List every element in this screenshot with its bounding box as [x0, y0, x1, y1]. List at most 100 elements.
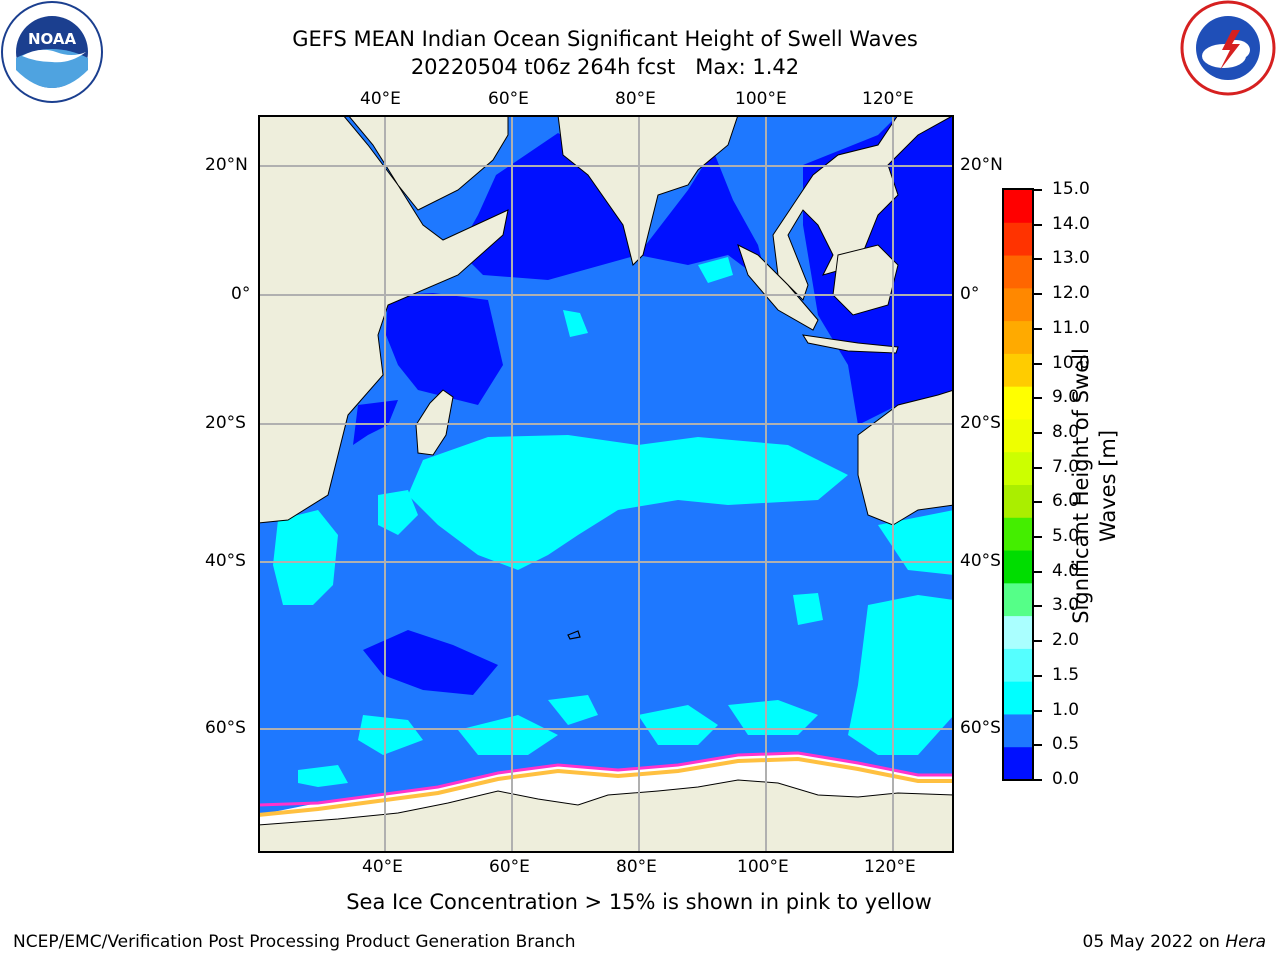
colorbar-tick-label: 9.0 — [1052, 387, 1080, 408]
colorbar-swatch — [1004, 550, 1032, 584]
colorbar-swatch — [1004, 419, 1032, 453]
colorbar-label-line1: Significant Height of Swell — [1069, 348, 1093, 624]
footer-date-text: 05 May 2022 on — [1082, 932, 1226, 952]
footer-host: Hera — [1225, 932, 1266, 952]
map-frame — [258, 115, 954, 853]
lon-label-bottom: 60°E — [489, 857, 530, 877]
colorbar-tick-label: 0.5 — [1052, 734, 1080, 755]
lon-label-top: 120°E — [862, 89, 914, 109]
colorbar-tick-label: 11.0 — [1052, 317, 1090, 338]
lon-label-top: 40°E — [360, 89, 401, 109]
colorbar-swatch — [1004, 321, 1032, 355]
lon-label-top: 80°E — [615, 89, 656, 109]
colorbar-tick-label: 5.0 — [1052, 526, 1080, 547]
colorbar-tick-mark — [1034, 258, 1042, 261]
caption: Sea Ice Concentration > 15% is shown in … — [346, 890, 932, 914]
nws-logo — [1176, 0, 1280, 100]
colorbar-tick-mark — [1034, 501, 1042, 504]
lat-label-right: 60°S — [960, 718, 1001, 738]
colorbar-tick-label: 1.0 — [1052, 699, 1080, 720]
lon-label-top: 60°E — [488, 89, 529, 109]
colorbar-swatch — [1004, 386, 1032, 420]
colorbar-tick-mark — [1034, 605, 1042, 608]
lat-label-right: 0° — [960, 284, 980, 304]
ice-edge-yellow — [258, 756, 954, 817]
india-land — [557, 115, 739, 266]
lat-label-left: 40°S — [205, 551, 246, 571]
colorbar-tick-mark — [1034, 293, 1042, 296]
colorbar-swatch — [1004, 452, 1032, 486]
borneo-land — [832, 244, 899, 316]
noaa-logo-text: NOAA — [28, 30, 77, 48]
colorbar-swatch — [1004, 255, 1032, 289]
arabia-land — [347, 115, 509, 211]
lat-label-left: 20°S — [205, 413, 246, 433]
colorbar-tick-label: 10.0 — [1052, 352, 1090, 373]
madagascar-land — [415, 389, 454, 456]
lat-label-left: 20°N — [205, 155, 248, 175]
colorbar-tick-mark — [1034, 536, 1042, 539]
colorbar-tick-label: 0.0 — [1052, 769, 1080, 789]
sumatra-land — [737, 244, 819, 331]
colorbar-tick-mark — [1034, 640, 1042, 643]
chart-subtitle: 20220504 t06z 264h fcst Max: 1.42 — [410, 55, 800, 79]
colorbar-tick-mark — [1034, 570, 1042, 573]
colorbar — [1002, 188, 1034, 781]
lat-label-right: 20°S — [960, 413, 1001, 433]
colorbar-swatch — [1004, 353, 1032, 388]
colorbar-swatch — [1004, 648, 1032, 683]
colorbar-swatch — [1004, 485, 1032, 519]
lat-label-left: 0° — [231, 284, 251, 304]
lat-label-right: 20°N — [960, 155, 1003, 175]
colorbar-swatch — [1004, 222, 1032, 257]
lat-label-left: 60°S — [205, 718, 246, 738]
colorbar-tick-label: 14.0 — [1052, 213, 1090, 234]
colorbar-swatch — [1004, 517, 1032, 552]
colorbar-tick-mark — [1034, 327, 1042, 330]
colorbar-tick-mark — [1034, 223, 1042, 226]
java-land — [802, 334, 899, 354]
colorbar-tick-mark — [1034, 466, 1042, 469]
kerguelen-outline — [567, 630, 581, 640]
lon-label-bottom: 120°E — [864, 857, 916, 877]
colorbar-swatch — [1004, 747, 1032, 781]
high-swell-regions — [273, 257, 954, 787]
lon-label-bottom: 100°E — [737, 857, 789, 877]
colorbar-tick-mark — [1034, 779, 1042, 781]
footer-credit: NCEP/EMC/Verification Post Processing Pr… — [13, 932, 576, 952]
colorbar-tick-label: 12.0 — [1052, 283, 1090, 304]
chart-title: GEFS MEAN Indian Ocean Significant Heigh… — [292, 27, 918, 51]
colorbar-tick-label: 2.0 — [1052, 630, 1080, 651]
colorbar-tick-mark — [1034, 674, 1042, 677]
colorbar-tick-label: 3.0 — [1052, 595, 1080, 616]
colorbar-tick-label: 6.0 — [1052, 491, 1080, 512]
footer-date: 05 May 2022 on Hera — [1083, 932, 1267, 952]
colorbar-tick-mark — [1034, 709, 1042, 712]
colorbar-tick-mark — [1034, 189, 1042, 191]
lon-label-bottom: 80°E — [616, 857, 657, 877]
noaa-logo: NOAA — [0, 0, 104, 104]
ice-edge-pink — [258, 751, 954, 807]
colorbar-swatch — [1004, 616, 1032, 650]
colorbar-swatch — [1004, 714, 1032, 748]
colorbar-tick-label: 4.0 — [1052, 560, 1080, 581]
colorbar-swatch — [1004, 681, 1032, 715]
africa-land — [258, 115, 509, 524]
colorbar-tick-mark — [1034, 744, 1042, 747]
colorbar-label-line2: Waves [m] — [1096, 429, 1120, 543]
map-gridlines — [258, 115, 954, 853]
colorbar-tick-label: 7.0 — [1052, 456, 1080, 477]
colorbar-tick-mark — [1034, 431, 1042, 434]
colorbar-swatch — [1004, 190, 1032, 224]
colorbar-tick-label: 15.0 — [1052, 179, 1090, 199]
colorbar-tick-label: 8.0 — [1052, 421, 1080, 442]
colorbar-tick-mark — [1034, 397, 1042, 400]
map-plot — [258, 115, 954, 853]
lon-label-bottom: 40°E — [362, 857, 403, 877]
colorbar-tick-label: 13.0 — [1052, 248, 1090, 269]
colorbar-swatch — [1004, 583, 1032, 617]
lon-label-top: 100°E — [735, 89, 787, 109]
colorbar-tick-mark — [1034, 362, 1042, 365]
lat-label-right: 40°S — [960, 551, 1001, 571]
colorbar-swatch — [1004, 288, 1032, 322]
